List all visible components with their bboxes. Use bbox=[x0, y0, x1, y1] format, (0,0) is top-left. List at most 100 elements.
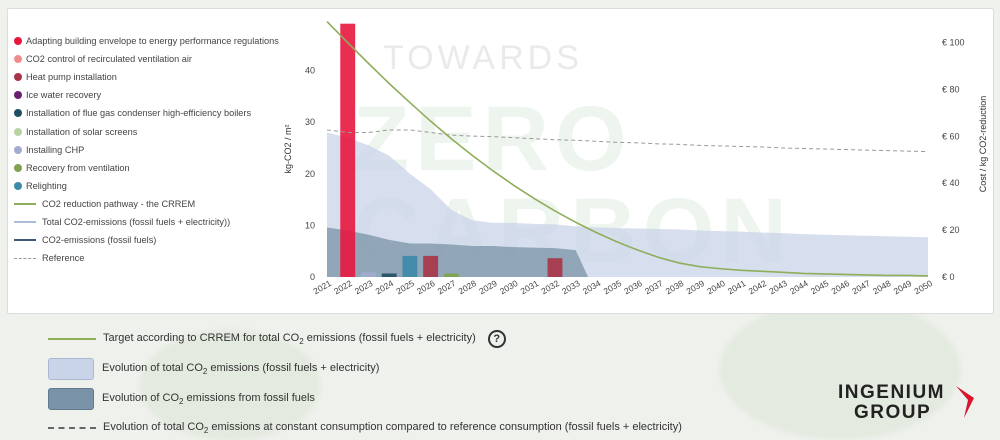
legend-item[interactable]: Heat pump installation bbox=[14, 68, 289, 86]
x-tick-label: 2027 bbox=[436, 278, 458, 296]
legend-dot-icon bbox=[14, 181, 22, 190]
legend-label: Adapting building envelope to energy per… bbox=[26, 36, 279, 47]
legend-line-icon bbox=[14, 220, 36, 223]
legend-label: CO2 control of recirculated ventilation … bbox=[26, 54, 192, 65]
measure-bar bbox=[443, 273, 459, 277]
legend-item[interactable]: CO2-emissions (fossil fuels) bbox=[14, 231, 289, 249]
target-swatch bbox=[48, 338, 96, 340]
legend-item[interactable]: Installing CHP bbox=[14, 141, 289, 159]
y-right-tick-label: € 0 bbox=[942, 272, 955, 282]
legend-item[interactable]: Relighting bbox=[14, 177, 289, 195]
reference-swatch bbox=[48, 427, 96, 430]
fossil-legend-row: Evolution of CO2 emissions from fossil f… bbox=[48, 388, 315, 410]
legend-item[interactable]: Total CO2-emissions (fossil fuels + elec… bbox=[14, 213, 289, 231]
x-tick-label: 2034 bbox=[581, 278, 603, 296]
x-tick-label: 2046 bbox=[830, 278, 852, 296]
target-label: Target according to CRREM for total CO2 … bbox=[103, 331, 476, 347]
legend-item[interactable]: Ice water recovery bbox=[14, 86, 289, 104]
legend-line-icon bbox=[14, 257, 36, 259]
bottom-legend: Target according to CRREM for total CO2 … bbox=[0, 318, 1000, 439]
legend-label: Installing CHP bbox=[26, 144, 85, 155]
x-tick-label: 2050 bbox=[912, 278, 934, 296]
legend-label: Total CO2-emissions (fossil fuels + elec… bbox=[42, 216, 231, 227]
measure-bar bbox=[340, 23, 356, 277]
x-tick-label: 2035 bbox=[602, 278, 624, 296]
x-tick-label: 2048 bbox=[871, 278, 893, 296]
y-left-tick-label: 40 bbox=[305, 66, 315, 76]
y-left-tick-label: 20 bbox=[305, 169, 315, 179]
logo-mark-icon bbox=[956, 386, 974, 418]
x-tick-label: 2033 bbox=[560, 278, 582, 296]
legend-dot-icon bbox=[14, 145, 22, 154]
x-tick-label: 2022 bbox=[332, 278, 354, 296]
legend-label: Heat pump installation bbox=[26, 72, 117, 83]
x-tick-label: 2039 bbox=[684, 278, 706, 296]
legend-dot-icon bbox=[14, 73, 22, 82]
legend-label: Relighting bbox=[26, 180, 67, 191]
logo-line2: GROUP bbox=[854, 402, 932, 423]
y-right-tick-label: € 80 bbox=[942, 84, 960, 94]
chart-card: TOWARDS ZERO CARBON Adapting building en… bbox=[7, 8, 994, 314]
x-tick-label: 2037 bbox=[643, 278, 665, 296]
legend-label: CO2-emissions (fossil fuels) bbox=[42, 235, 157, 246]
measure-bar bbox=[423, 255, 439, 277]
fossil-emissions-area bbox=[327, 227, 589, 277]
x-tick-label: 2025 bbox=[394, 278, 416, 296]
legend-line-icon bbox=[14, 202, 36, 205]
x-tick-label: 2040 bbox=[705, 278, 727, 296]
x-tick-label: 2043 bbox=[767, 278, 789, 296]
total-label: Evolution of total CO2 emissions (fossil… bbox=[102, 361, 380, 377]
x-tick-label: 2031 bbox=[519, 278, 541, 296]
crrem-pathway-line bbox=[326, 21, 929, 277]
legend-dot-icon bbox=[14, 91, 22, 100]
reference-legend-row: Evolution of total CO2 emissions at cons… bbox=[48, 421, 682, 435]
x-tick-label: 2049 bbox=[892, 278, 914, 296]
y-right-axis-label: Cost / kg CO2-reduction bbox=[978, 96, 988, 193]
x-tick-label: 2038 bbox=[664, 278, 686, 296]
x-tick-label: 2042 bbox=[747, 278, 769, 296]
x-tick-label: 2036 bbox=[622, 278, 644, 296]
legend-label: Recovery from ventilation bbox=[26, 162, 130, 173]
legend-dot-icon bbox=[14, 55, 22, 64]
help-icon[interactable]: ? bbox=[487, 330, 506, 348]
y-right-tick-label: € 40 bbox=[942, 178, 960, 188]
y-right-tick-label: € 100 bbox=[942, 37, 965, 47]
legend-label: Ice water recovery bbox=[26, 90, 102, 101]
legend-item[interactable]: Recovery from ventilation bbox=[14, 159, 289, 177]
x-tick-label: 2041 bbox=[726, 278, 748, 296]
legend-dot-icon bbox=[14, 109, 22, 118]
y-right-tick-label: € 60 bbox=[942, 131, 960, 141]
x-tick-label: 2030 bbox=[498, 278, 520, 296]
y-right-tick-label: € 20 bbox=[942, 225, 960, 235]
measure-bar bbox=[547, 258, 563, 277]
legend-label: Reference bbox=[42, 253, 85, 264]
reference-label: Evolution of total CO2 emissions at cons… bbox=[103, 421, 682, 436]
x-tick-label: 2023 bbox=[353, 278, 375, 296]
legend-item[interactable]: Installation of flue gas condenser high-… bbox=[14, 104, 289, 122]
legend-item[interactable]: Reference bbox=[14, 249, 289, 267]
x-tick-label: 2026 bbox=[415, 278, 437, 296]
reference-line bbox=[326, 129, 929, 153]
total-swatch bbox=[48, 358, 94, 380]
fossil-label: Evolution of CO2 emissions from fossil f… bbox=[102, 391, 315, 407]
logo-line1: INGENIUM bbox=[838, 382, 945, 403]
x-tick-label: 2032 bbox=[539, 278, 561, 296]
measure-bar bbox=[360, 272, 376, 277]
x-tick-label: 2029 bbox=[477, 278, 499, 296]
chart-legend: Adapting building envelope to energy per… bbox=[14, 32, 289, 267]
legend-dot-icon bbox=[14, 127, 22, 136]
legend-label: Installation of solar screens bbox=[26, 126, 138, 137]
fossil-swatch bbox=[48, 388, 94, 410]
measure-bar bbox=[402, 255, 418, 277]
legend-item[interactable]: Adapting building envelope to energy per… bbox=[14, 32, 289, 50]
legend-item[interactable]: Installation of solar screens bbox=[14, 122, 289, 140]
legend-item[interactable]: CO2 control of recirculated ventilation … bbox=[14, 50, 289, 68]
total-emissions-area bbox=[327, 132, 928, 277]
x-tick-label: 2047 bbox=[850, 278, 872, 296]
x-tick-label: 2045 bbox=[809, 278, 831, 296]
legend-label: Installation of flue gas condenser high-… bbox=[26, 108, 252, 119]
total-legend-row: Evolution of total CO2 emissions (fossil… bbox=[48, 358, 379, 380]
legend-item[interactable]: CO2 reduction pathway - the CRREM bbox=[14, 195, 289, 213]
x-tick-label: 2028 bbox=[457, 278, 479, 296]
